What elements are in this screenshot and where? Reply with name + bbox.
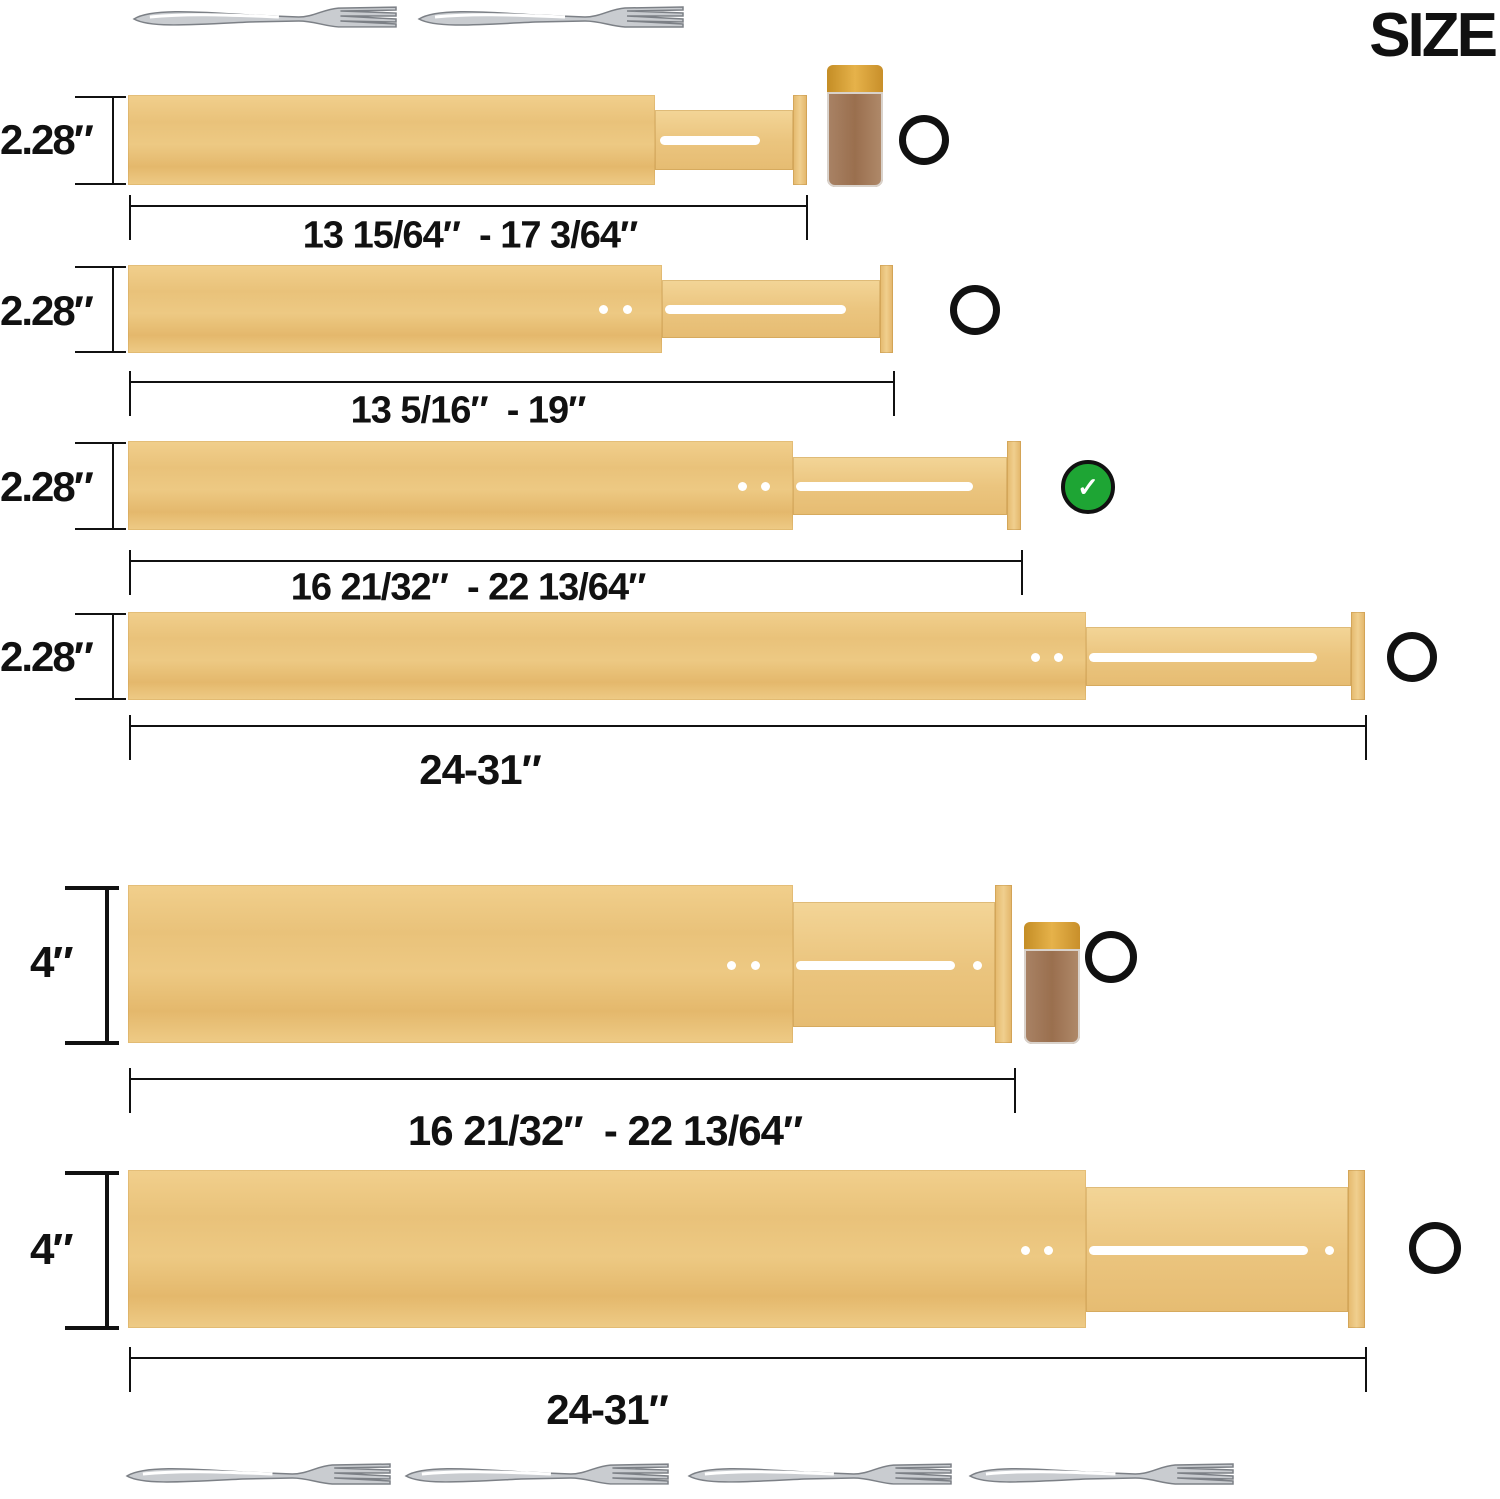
divider-end-cap	[1348, 1170, 1365, 1328]
height-tick-bottom	[65, 1326, 119, 1330]
length-tick-left	[129, 715, 131, 760]
length-tick-right	[893, 371, 895, 416]
length-tick-left	[129, 195, 131, 240]
check-glyph: ✓	[1077, 471, 1099, 502]
fork-icon	[685, 1460, 953, 1490]
adjustment-slot	[1089, 652, 1317, 662]
adjustment-hole	[1054, 652, 1063, 662]
adjustment-hole	[1021, 1245, 1030, 1255]
height-label: 2.28″	[0, 287, 94, 334]
check-circle-icon[interactable]: ✓	[1061, 460, 1115, 514]
height-label: 4″	[30, 1225, 74, 1274]
height-tick-bottom	[65, 1041, 119, 1045]
adjustment-hole	[973, 960, 982, 970]
height-tick-bottom	[75, 183, 126, 185]
adjustment-hole	[751, 960, 760, 970]
fork-icon	[402, 1460, 670, 1490]
adjustment-slot	[665, 305, 846, 314]
jar-body	[1024, 948, 1080, 1044]
divider-end-cap	[1007, 441, 1021, 530]
length-tick-left	[129, 1347, 131, 1392]
height-tick-top	[75, 613, 126, 615]
divider-end-cap	[995, 885, 1012, 1043]
height-dimension-line	[105, 887, 109, 1041]
spice-jar-icon	[827, 65, 883, 187]
length-label: 13 15/64″ - 17 3/64″	[302, 214, 638, 257]
divider-main-board	[128, 885, 793, 1043]
height-tick-top	[75, 442, 126, 444]
adjustment-hole	[738, 482, 747, 491]
adjustment-hole	[1044, 1245, 1053, 1255]
length-tick-left	[129, 371, 131, 416]
adjustment-slot	[660, 136, 760, 145]
length-label: 16 21/32″ - 22 13/64″	[407, 1107, 803, 1154]
height-label: 2.28″	[0, 463, 94, 510]
length-tick-right	[1365, 1347, 1367, 1392]
adjustment-slot	[796, 482, 973, 491]
height-tick-top	[65, 1171, 119, 1175]
divider-main-board	[128, 612, 1086, 700]
length-dimension-line	[130, 381, 894, 383]
length-tick-left	[129, 1068, 131, 1113]
length-dimension-line	[130, 1078, 1015, 1080]
height-label: 2.28″	[0, 116, 94, 163]
fork-icon	[123, 1460, 392, 1490]
height-dimension-line	[112, 443, 114, 528]
divider-main-board	[128, 95, 655, 185]
adjustment-hole	[623, 305, 632, 314]
adjustment-hole	[727, 960, 736, 970]
divider-main-board	[128, 441, 793, 530]
height-tick-bottom	[75, 698, 126, 700]
length-label: 24-31″	[419, 746, 542, 793]
adjustment-hole	[1325, 1245, 1334, 1255]
length-label: 16 21/32″ - 22 13/64″	[290, 566, 647, 609]
jar-body	[827, 91, 883, 187]
adjustment-hole	[599, 305, 608, 314]
height-tick-top	[75, 96, 126, 98]
ring-icon[interactable]	[950, 285, 1000, 335]
ring-icon[interactable]	[899, 115, 949, 165]
height-dimension-line	[112, 97, 114, 183]
height-label: 2.28″	[0, 633, 94, 680]
length-dimension-line	[130, 560, 1022, 562]
fork-icon	[415, 3, 685, 33]
ring-icon[interactable]	[1387, 632, 1437, 682]
fork-icon	[130, 3, 398, 33]
adjustment-slot	[796, 960, 955, 970]
length-dimension-line	[130, 725, 1366, 727]
size-title: SIZE	[1369, 1, 1498, 70]
length-tick-right	[1014, 1068, 1016, 1113]
length-dimension-line	[130, 1357, 1366, 1359]
height-label: 4″	[30, 938, 74, 987]
adjustment-slot	[1089, 1245, 1308, 1255]
jar-lid	[827, 65, 883, 92]
divider-end-cap	[1351, 612, 1365, 700]
height-dimension-line	[112, 267, 114, 351]
jar-lid	[1024, 922, 1080, 949]
adjustment-hole	[1031, 652, 1040, 662]
divider-end-cap	[793, 95, 807, 185]
divider-end-cap	[880, 265, 893, 353]
ring-icon[interactable]	[1409, 1222, 1461, 1274]
divider-main-board	[128, 265, 662, 353]
length-label: 24-31″	[546, 1386, 669, 1433]
height-tick-bottom	[75, 351, 126, 353]
length-tick-right	[806, 195, 808, 240]
length-label: 13 5/16″ - 19″	[350, 389, 587, 432]
ring-icon[interactable]	[1085, 931, 1137, 983]
divider-main-board	[128, 1170, 1086, 1328]
height-tick-top	[65, 886, 119, 890]
length-tick-left	[129, 550, 131, 595]
height-dimension-line	[105, 1172, 109, 1326]
length-dimension-line	[130, 205, 807, 207]
height-tick-top	[75, 266, 126, 268]
fork-icon	[966, 1460, 1235, 1490]
length-tick-right	[1021, 550, 1023, 595]
length-tick-right	[1365, 715, 1367, 760]
adjustment-hole	[761, 482, 770, 491]
height-tick-bottom	[75, 528, 126, 530]
spice-jar-icon	[1024, 922, 1080, 1044]
height-dimension-line	[112, 614, 114, 698]
